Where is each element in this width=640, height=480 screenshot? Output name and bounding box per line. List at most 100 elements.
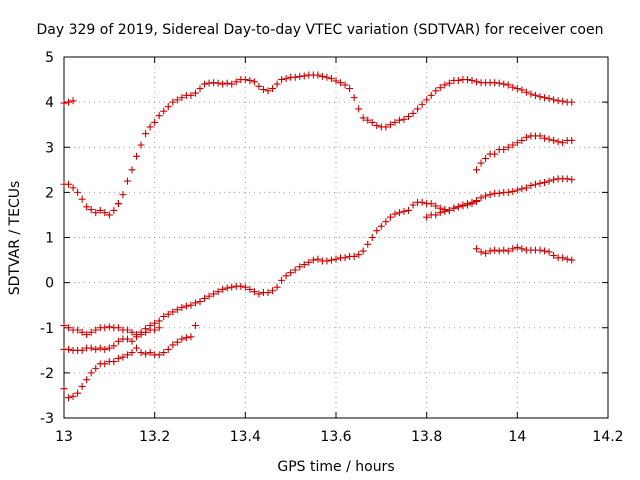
data-point xyxy=(518,86,526,94)
x-tick-label: 13.8 xyxy=(411,429,442,445)
data-point xyxy=(164,345,172,353)
data-point xyxy=(114,200,122,208)
data-point xyxy=(105,344,113,352)
data-point xyxy=(477,194,485,202)
data-point xyxy=(228,80,236,88)
data-point xyxy=(382,123,390,131)
data-point xyxy=(522,133,530,141)
y-axis-title: SDTVAR / TECUs xyxy=(7,181,23,296)
data-point xyxy=(151,118,159,126)
data-point xyxy=(518,136,526,144)
data-point xyxy=(541,134,549,142)
y-tick-label: 2 xyxy=(45,185,54,201)
data-point xyxy=(550,252,558,260)
data-point xyxy=(246,76,254,84)
data-point xyxy=(436,209,444,217)
data-point xyxy=(214,288,222,296)
data-point xyxy=(101,209,109,217)
data-point xyxy=(527,90,535,98)
data-point xyxy=(160,349,168,357)
data-point xyxy=(405,113,413,121)
data-point xyxy=(423,213,431,221)
data-point xyxy=(164,310,172,318)
data-point xyxy=(255,290,263,298)
data-point xyxy=(133,152,141,160)
data-point xyxy=(182,302,190,310)
data-point xyxy=(259,85,267,93)
data-point xyxy=(114,354,122,362)
data-point xyxy=(459,202,467,210)
data-point xyxy=(418,100,426,108)
data-point xyxy=(155,324,163,332)
data-point xyxy=(468,76,476,84)
data-point xyxy=(255,82,263,90)
data-point xyxy=(473,245,481,253)
data-point xyxy=(142,350,150,358)
data-point xyxy=(65,324,73,332)
data-point xyxy=(518,185,526,193)
data-point xyxy=(400,115,408,123)
data-point xyxy=(232,78,240,86)
data-point xyxy=(400,207,408,215)
data-point xyxy=(454,203,462,211)
data-point xyxy=(128,166,136,174)
series-satellite-b xyxy=(60,132,576,219)
data-point xyxy=(541,94,549,102)
data-point xyxy=(123,335,131,343)
data-point xyxy=(123,351,131,359)
data-point xyxy=(83,376,91,384)
data-point xyxy=(418,198,426,206)
data-point xyxy=(531,91,539,99)
data-point xyxy=(105,323,113,331)
data-point xyxy=(78,382,86,390)
data-point xyxy=(513,186,521,194)
data-point xyxy=(318,72,326,80)
data-point xyxy=(341,81,349,89)
data-point xyxy=(123,177,131,185)
data-point xyxy=(350,94,358,102)
data-point xyxy=(436,84,444,92)
data-point xyxy=(395,116,403,124)
grid xyxy=(64,57,608,418)
data-point xyxy=(405,206,413,214)
data-point xyxy=(105,211,113,219)
data-point xyxy=(60,99,68,107)
data-point xyxy=(323,257,331,265)
data-point xyxy=(110,206,118,214)
data-point xyxy=(423,96,431,104)
data-point xyxy=(119,353,127,361)
data-point xyxy=(527,182,535,190)
data-point xyxy=(65,98,73,106)
data-point xyxy=(568,256,576,264)
data-point xyxy=(219,80,227,88)
data-point xyxy=(550,176,558,184)
data-point xyxy=(382,218,390,226)
data-point xyxy=(114,324,122,332)
data-point xyxy=(69,184,77,192)
data-point xyxy=(495,247,503,255)
data-point xyxy=(414,105,422,113)
data-point xyxy=(92,364,100,372)
data-point xyxy=(191,89,199,97)
data-point xyxy=(201,80,209,88)
data-point xyxy=(513,85,521,93)
y-tick-label: 1 xyxy=(45,231,54,247)
data-point xyxy=(491,150,499,158)
series-satellite-c xyxy=(60,175,576,339)
data-point xyxy=(282,75,290,83)
data-point xyxy=(273,80,281,88)
data-point xyxy=(191,299,199,307)
y-axis: -3 -2 -1 0 1 2 3 4 5 xyxy=(40,50,608,427)
data-point xyxy=(432,87,440,95)
data-point xyxy=(563,255,571,263)
data-point xyxy=(173,338,181,346)
data-point xyxy=(531,180,539,188)
data-point xyxy=(473,78,481,86)
x-tick-label: 13.2 xyxy=(139,429,170,445)
data-point xyxy=(491,246,499,254)
data-point xyxy=(486,247,494,255)
data-point xyxy=(110,342,118,350)
data-point xyxy=(386,121,394,129)
data-point xyxy=(133,344,141,352)
